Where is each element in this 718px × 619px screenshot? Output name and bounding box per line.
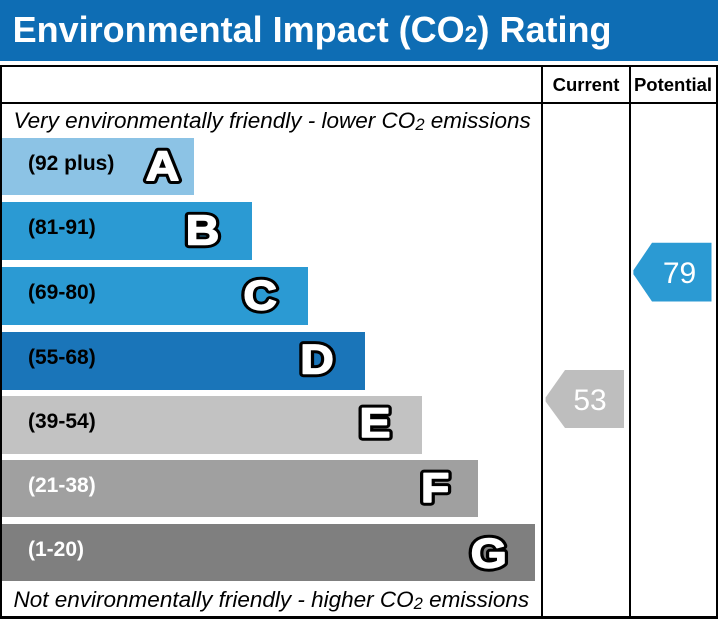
svg-text:79: 79 <box>663 257 696 290</box>
svg-text:E: E <box>360 400 391 446</box>
svg-text:C: C <box>243 273 277 319</box>
svg-text:E: E <box>360 400 391 446</box>
svg-text:A: A <box>146 143 180 189</box>
svg-text:53: 53 <box>573 384 606 417</box>
svg-text:A: A <box>146 143 180 189</box>
svg-text:D: D <box>300 336 334 382</box>
svg-text:G: G <box>471 530 507 576</box>
svg-text:F: F <box>421 465 449 511</box>
svg-text:C: C <box>243 273 277 319</box>
svg-text:D: D <box>300 336 334 382</box>
svg-text:B: B <box>186 207 220 253</box>
svg-text:G: G <box>471 530 507 576</box>
svg-text:B: B <box>186 207 220 253</box>
svg-text:F: F <box>421 465 449 511</box>
